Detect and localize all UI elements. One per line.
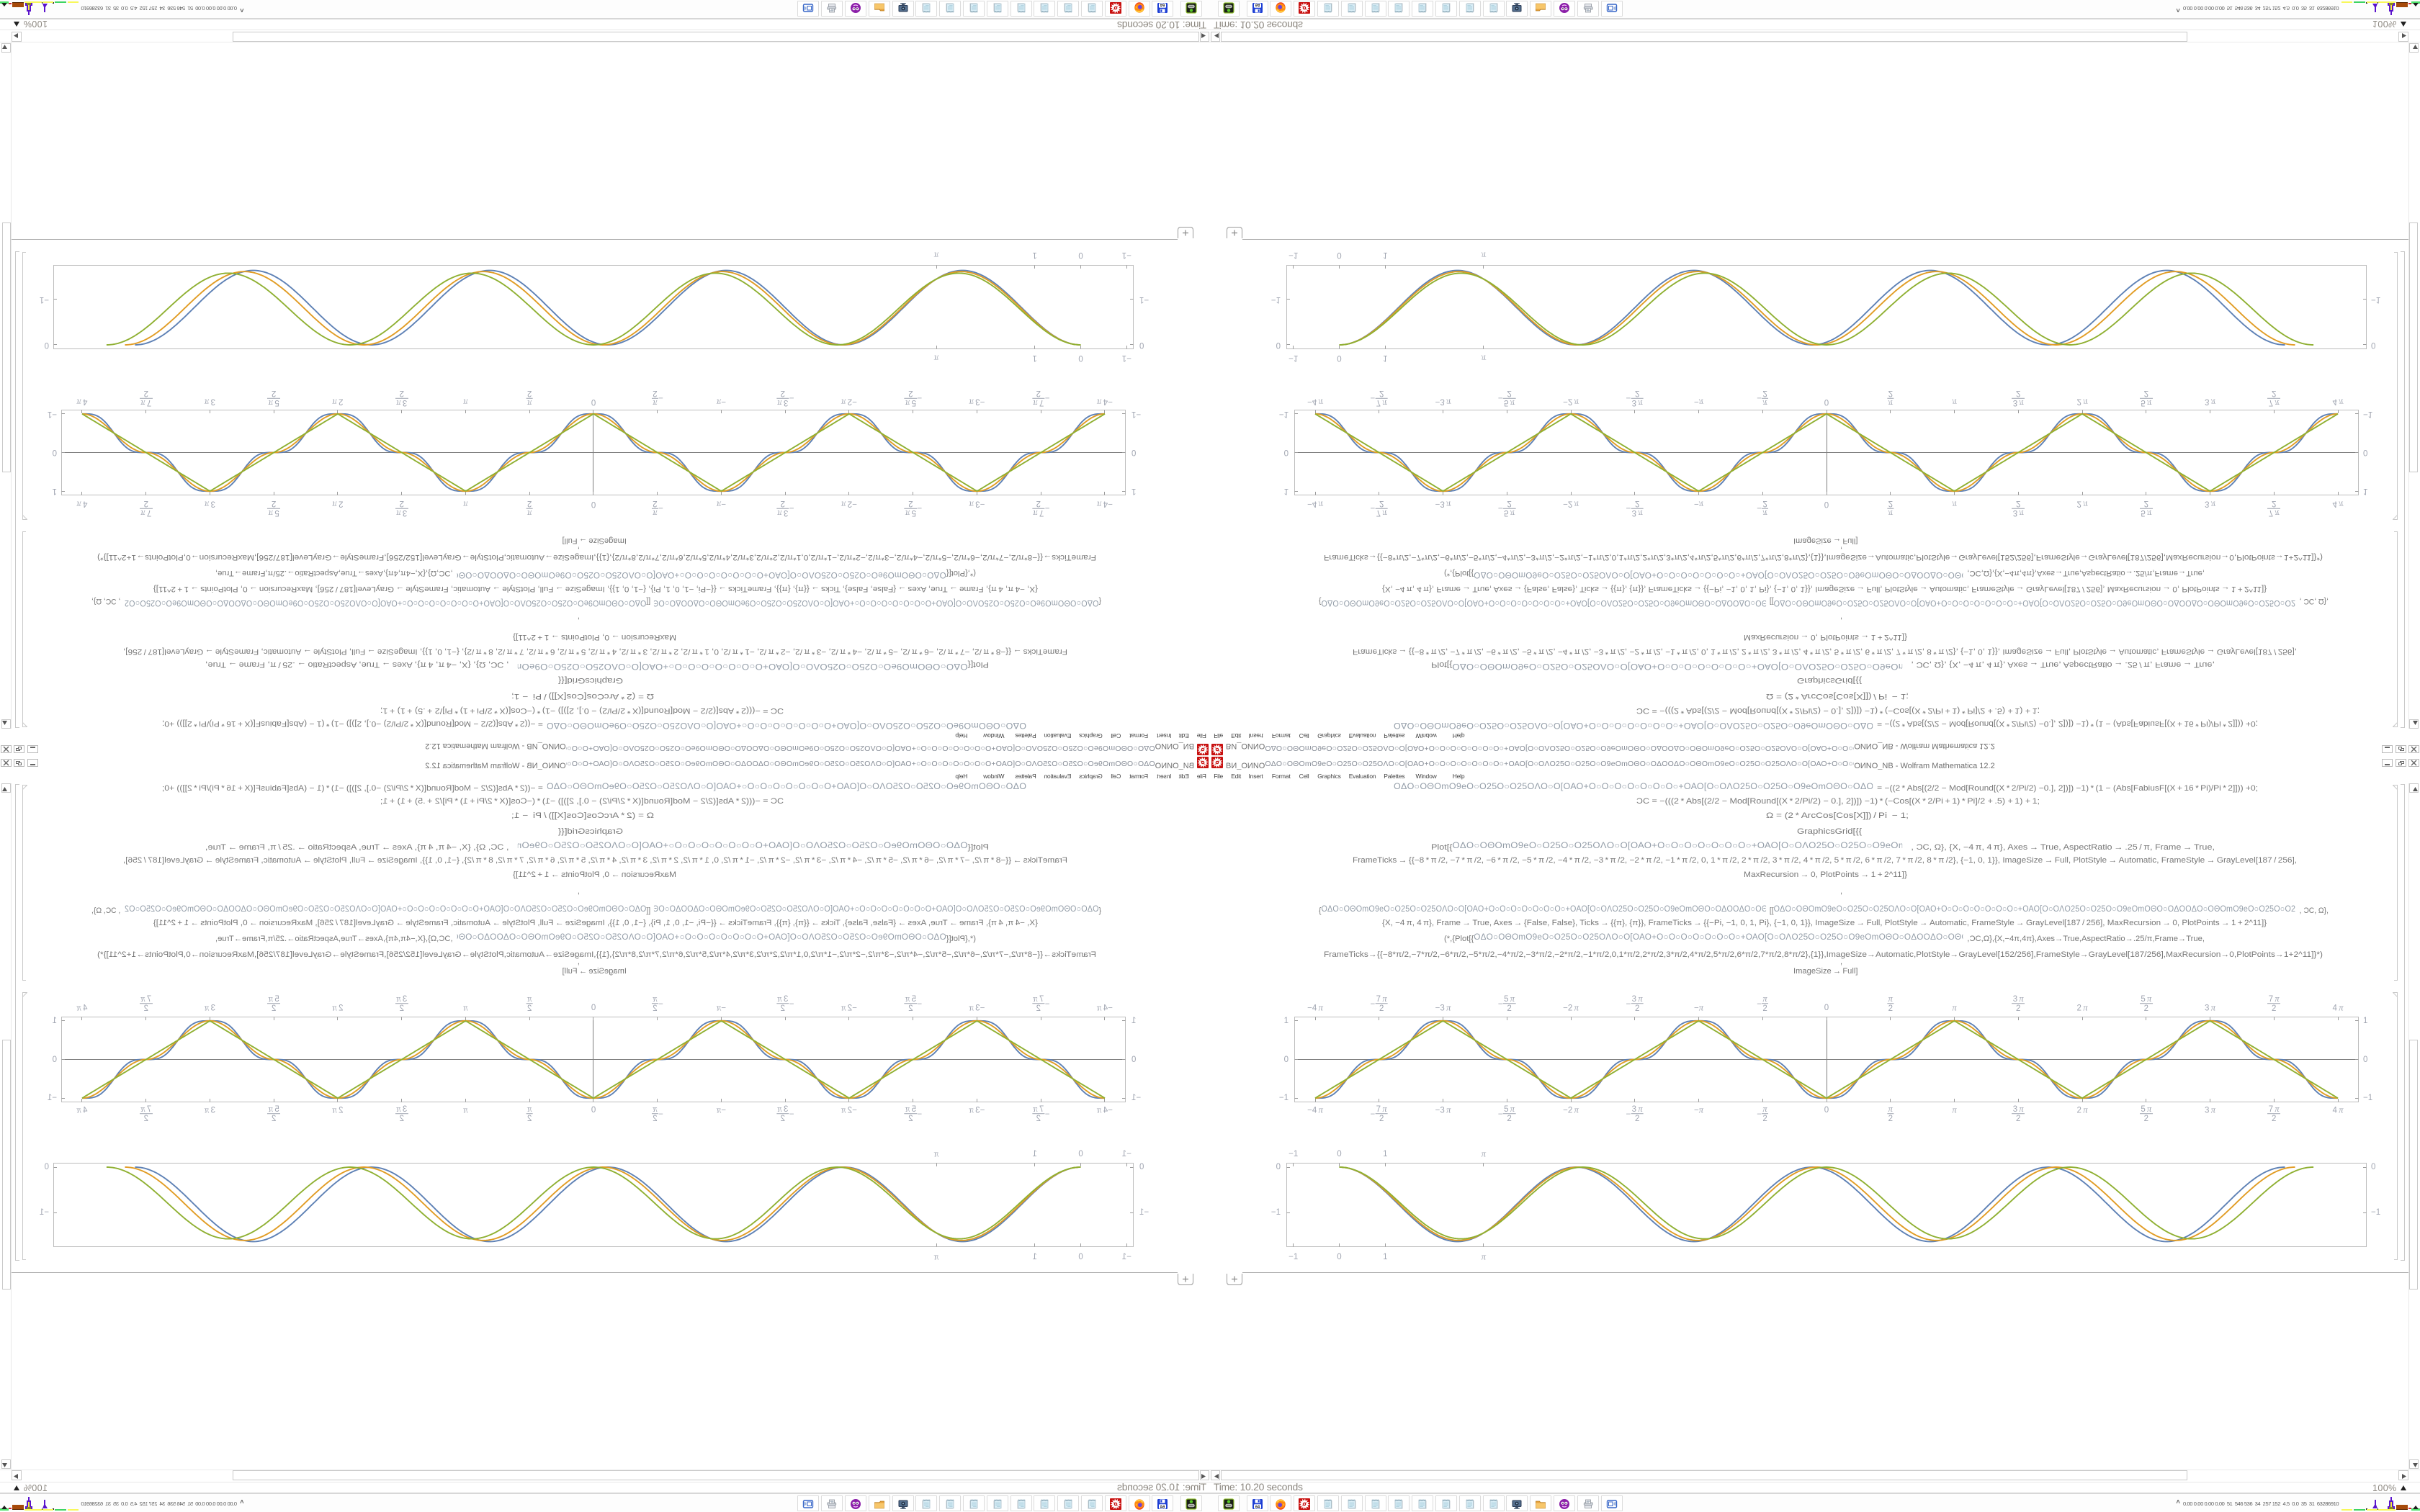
svg-text:64: 64	[1160, 3, 1165, 7]
svg-text:64: 64	[1255, 3, 1260, 7]
svg-text:64: 64	[1255, 1505, 1260, 1509]
svg-text:64: 64	[1160, 1505, 1165, 1509]
